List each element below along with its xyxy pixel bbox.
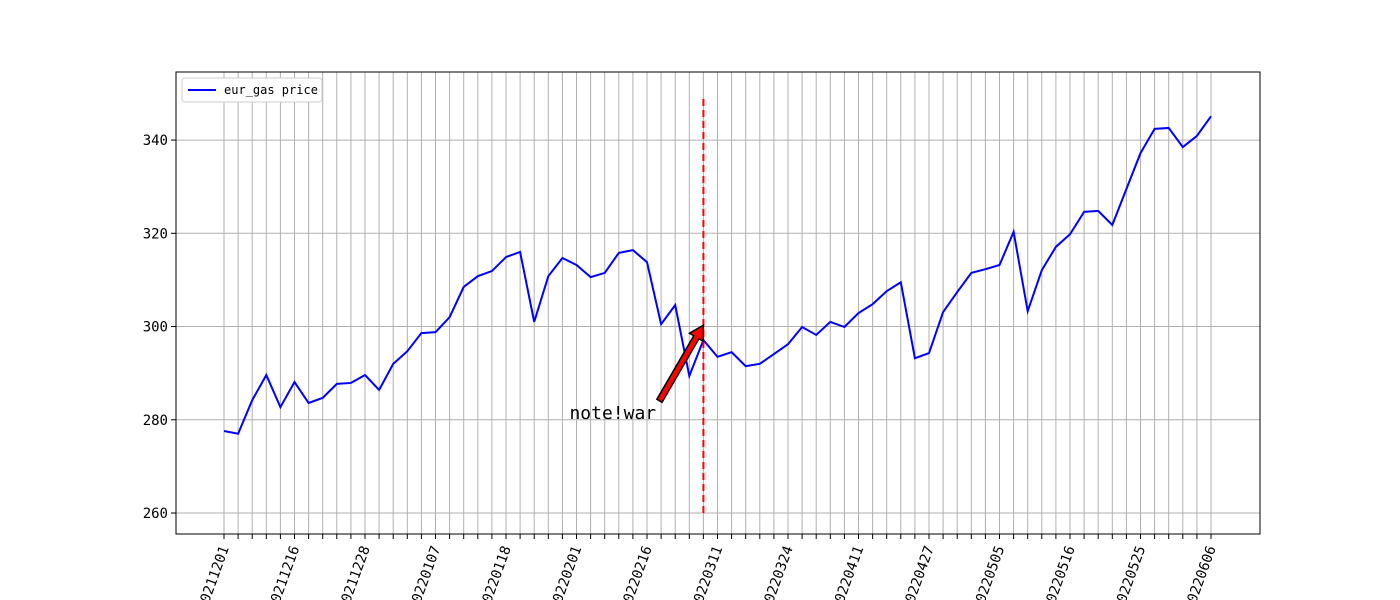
- annotation-text: note!war: [569, 403, 656, 424]
- x-tick-label: 20211216: [265, 544, 303, 600]
- y-tick-label: 340: [143, 133, 168, 149]
- x-tick-label: 20220411: [829, 544, 867, 600]
- legend: eur_gas price: [181, 77, 323, 103]
- x-tick-label: 20211228: [336, 544, 374, 600]
- series-line: [223, 115, 1212, 435]
- y-tick-label: 280: [143, 413, 168, 429]
- axes-frame: [175, 71, 1261, 535]
- y-tick-label: 320: [143, 226, 168, 242]
- x-tick-label: 20220525: [1111, 544, 1149, 600]
- x-tick-label: 20220311: [688, 544, 726, 600]
- x-tick-label: 20220118: [477, 544, 515, 600]
- legend-label: eur_gas price: [224, 83, 318, 97]
- x-tick-label: 20220606: [1182, 544, 1220, 600]
- x-tick-label: 20220216: [618, 544, 656, 600]
- legend-box: [181, 77, 323, 103]
- annotation-arrow: [655, 323, 705, 404]
- x-tick-label: 20220107: [406, 544, 444, 600]
- x-tick-label: 20220516: [1041, 544, 1079, 600]
- x-tick-label: 20220427: [900, 544, 938, 600]
- x-tick-label: 20220505: [970, 544, 1008, 600]
- x-tick-label: 20211201: [195, 544, 233, 600]
- x-tick-label: 20220324: [759, 544, 797, 600]
- y-tick-label: 300: [143, 320, 168, 336]
- y-tick-label: 260: [143, 506, 168, 522]
- x-tick-label: 20220201: [547, 544, 585, 600]
